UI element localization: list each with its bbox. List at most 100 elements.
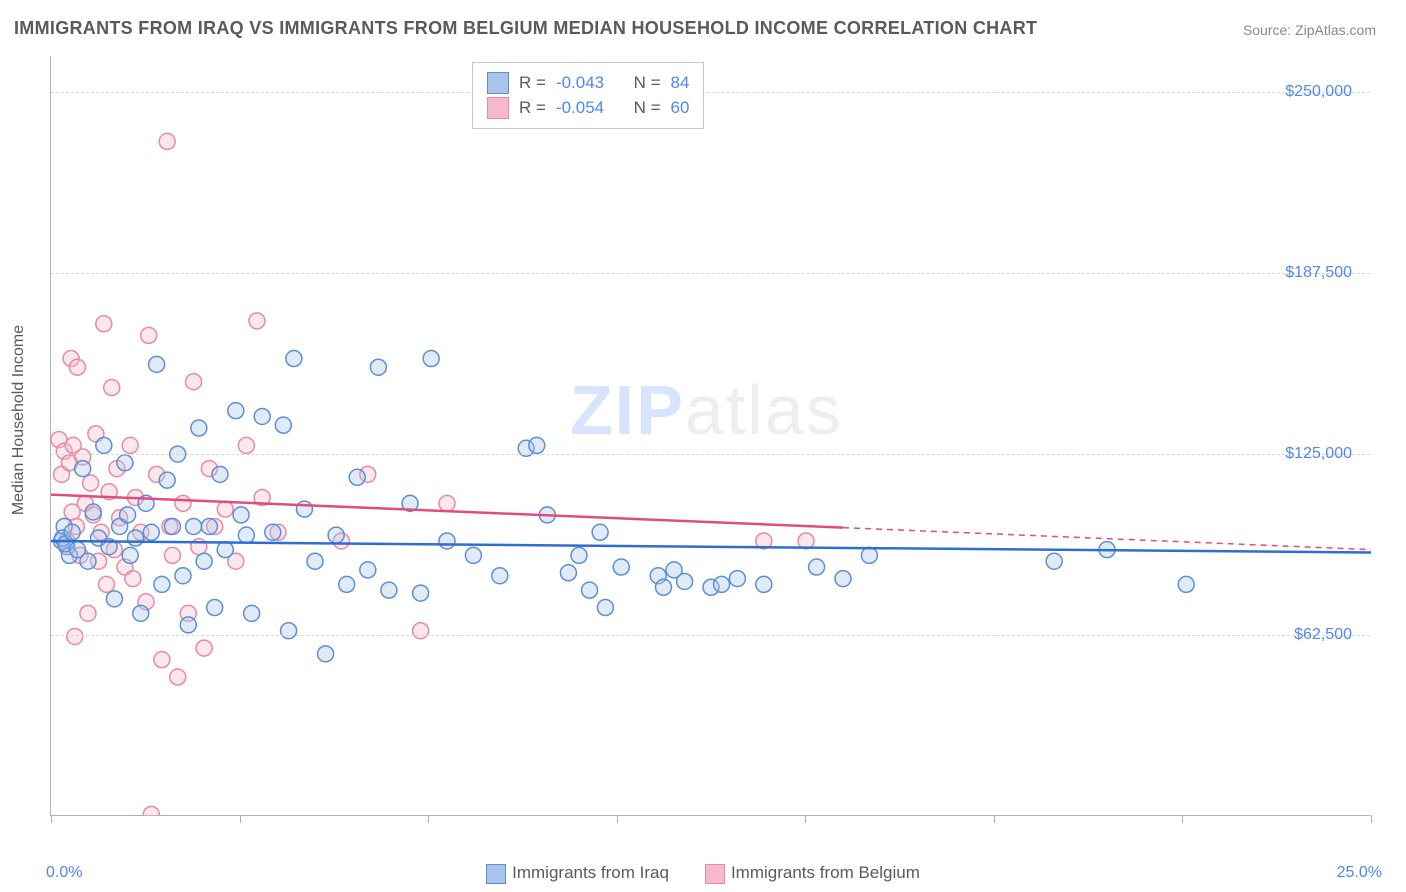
legend-label: Immigrants from Belgium [731, 863, 920, 882]
iraq-point [296, 501, 312, 517]
belgium-point [164, 547, 180, 563]
x-tick [51, 815, 52, 823]
iraq-point [1178, 576, 1194, 592]
belgium-point [125, 571, 141, 587]
watermark: ZIPatlas [570, 370, 843, 450]
iraq-point [571, 547, 587, 563]
iraq-point [349, 469, 365, 485]
iraq-point [613, 559, 629, 575]
iraq-point [96, 437, 112, 453]
belgium-point [141, 327, 157, 343]
iraq-point [714, 576, 730, 592]
r-label: R = [519, 73, 546, 93]
legend-stats: R =-0.043 N =84R =-0.054 N =60 [472, 62, 704, 129]
iraq-point [159, 472, 175, 488]
gridline [51, 92, 1370, 93]
x-tick [805, 815, 806, 823]
iraq-point [381, 582, 397, 598]
belgium-point [196, 640, 212, 656]
legend-label: Immigrants from Iraq [512, 863, 669, 882]
iraq-point [196, 553, 212, 569]
iraq-point [85, 504, 101, 520]
belgium-point [143, 806, 159, 816]
n-value: 60 [671, 98, 690, 118]
iraq-point [164, 518, 180, 534]
legend-bottom-item: Immigrants from Belgium [705, 863, 920, 882]
iraq-point [186, 518, 202, 534]
iraq-point [80, 553, 96, 569]
belgium-point [69, 359, 85, 375]
iraq-point [117, 455, 133, 471]
belgium-point [154, 652, 170, 668]
iraq-point [275, 417, 291, 433]
iraq-point [492, 568, 508, 584]
belgium-point [83, 475, 99, 491]
y-tick-label: $250,000 [1285, 83, 1352, 101]
legend-swatch [486, 864, 506, 884]
iraq-point [439, 533, 455, 549]
iraq-point [191, 420, 207, 436]
iraq-point [592, 524, 608, 540]
iraq-point [465, 547, 481, 563]
legend-stat-row: R =-0.043 N =84 [487, 72, 689, 94]
iraq-point [127, 530, 143, 546]
iraq-point [809, 559, 825, 575]
iraq-point [254, 408, 270, 424]
belgium-point [439, 495, 455, 511]
iraq-point [265, 524, 281, 540]
n-label: N = [634, 98, 661, 118]
iraq-point [238, 527, 254, 543]
iraq-point [228, 403, 244, 419]
iraq-point [1046, 553, 1062, 569]
gridline [51, 635, 1370, 636]
legend-stat-row: R = -0.054 N = 60 [487, 97, 689, 119]
iraq-point [423, 351, 439, 367]
iraq-point [201, 518, 217, 534]
legend-swatch [487, 97, 509, 119]
y-tick-label: $125,000 [1285, 445, 1352, 463]
legend-swatch [705, 864, 725, 884]
iraq-point [154, 576, 170, 592]
x-tick [428, 815, 429, 823]
iraq-point [175, 568, 191, 584]
iraq-point [413, 585, 429, 601]
iraq-point [75, 461, 91, 477]
iraq-point [64, 524, 80, 540]
iraq-point [370, 359, 386, 375]
belgium-point [175, 495, 191, 511]
belgium-point [249, 313, 265, 329]
r-value: -0.054 [556, 98, 604, 118]
r-label: R = [519, 98, 546, 118]
iraq-point [106, 591, 122, 607]
belgium-point [96, 316, 112, 332]
iraq-point [180, 617, 196, 633]
iraq-point [339, 576, 355, 592]
iraq-point [281, 623, 297, 639]
belgium-point [170, 669, 186, 685]
iraq-point [212, 466, 228, 482]
gridline [51, 454, 1370, 455]
belgium-point [186, 374, 202, 390]
iraq-point [835, 571, 851, 587]
x-tick [1182, 815, 1183, 823]
iraq-point [318, 646, 334, 662]
iraq-point [233, 507, 249, 523]
iraq-point [677, 573, 693, 589]
iraq-point [122, 547, 138, 563]
iraq-point [861, 547, 877, 563]
n-label: N = [634, 73, 661, 93]
iraq-point [120, 507, 136, 523]
y-axis-label: Median Household Income [10, 325, 28, 515]
iraq-point [729, 571, 745, 587]
legend-swatch [487, 72, 509, 94]
y-tick-label: $187,500 [1285, 264, 1352, 282]
iraq-point [286, 351, 302, 367]
iraq-point [149, 356, 165, 372]
iraq-point [756, 576, 772, 592]
iraq-point [597, 600, 613, 616]
belgium-point [104, 380, 120, 396]
iraq-point [143, 524, 159, 540]
iraq-trendline [51, 541, 1371, 553]
iraq-point [560, 565, 576, 581]
source-label: Source: ZipAtlas.com [1243, 22, 1376, 38]
